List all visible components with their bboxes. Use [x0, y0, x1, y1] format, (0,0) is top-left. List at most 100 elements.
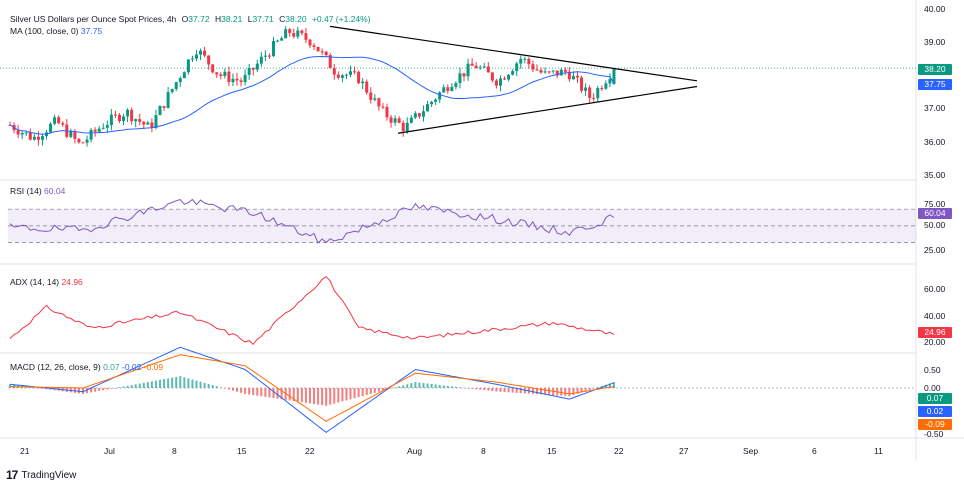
macd-histogram-bar	[118, 387, 121, 388]
candle-body	[28, 132, 32, 140]
candle-body	[117, 114, 121, 121]
candle-body	[304, 33, 308, 40]
macd-histogram-bar	[612, 382, 615, 388]
adx-tick-40: 40.00	[924, 311, 946, 321]
candle-body	[470, 63, 474, 66]
macd-histogram-bar	[199, 381, 202, 388]
candle-body	[276, 40, 280, 42]
pane-separators	[0, 0, 964, 460]
candle-body	[405, 122, 409, 132]
candle-body	[507, 74, 511, 80]
macd-histogram-bar	[175, 376, 178, 388]
candle-body	[308, 39, 312, 46]
candle-body	[592, 97, 596, 99]
candle-body	[211, 64, 215, 73]
candle-body	[519, 58, 523, 64]
x-tick-aug22: 22	[614, 446, 624, 456]
candle-body	[503, 78, 507, 80]
macd-histogram-bar	[29, 387, 32, 388]
macd-histogram-bar	[442, 385, 445, 388]
macd-histogram-bar	[94, 388, 97, 392]
macd-histogram-bar	[588, 388, 591, 390]
price-pane	[0, 25, 916, 147]
candle-body	[130, 109, 134, 122]
candle-body	[49, 123, 53, 133]
rsi-label: RSI (14)	[10, 186, 42, 196]
candle-body	[466, 63, 470, 77]
candle-body	[24, 132, 28, 134]
macd-value-2: -0.02	[122, 362, 142, 372]
macd-histogram-bar	[349, 388, 352, 400]
candle-body	[580, 77, 584, 91]
candle-body	[417, 113, 421, 117]
candle-body	[543, 71, 547, 73]
macd-histogram-bar	[98, 388, 101, 391]
macd-histogram-bar	[434, 384, 437, 388]
macd-histogram-bar	[463, 387, 465, 389]
candle-body	[146, 122, 150, 125]
macd-value-1: 0.07	[103, 362, 120, 372]
candle-body	[482, 66, 486, 68]
rsi-line	[9, 198, 615, 244]
candle-body	[235, 78, 239, 81]
macd-histogram-bar	[515, 388, 518, 393]
l-label: L	[247, 14, 253, 24]
macd-histogram-bar	[304, 388, 307, 403]
candle-body	[126, 109, 130, 117]
candle-body	[174, 82, 178, 90]
macd-histogram-bar	[418, 382, 421, 388]
candle-body	[434, 99, 438, 102]
candle-body	[280, 38, 284, 41]
candle-body	[535, 69, 539, 71]
candle-body	[53, 117, 57, 124]
tradingview-brand[interactable]: 17 TradingView	[6, 468, 76, 482]
macd-histogram-bar	[475, 388, 478, 390]
rsi-value: 60.04	[44, 186, 66, 196]
macd-histogram-bar	[499, 388, 502, 392]
macd-histogram-bar	[272, 388, 275, 399]
candle-body	[186, 59, 190, 73]
candle-body	[393, 118, 397, 123]
candle-body	[551, 70, 555, 72]
macd-histogram-bar	[414, 382, 417, 388]
price-tick-40: 40.00	[924, 4, 946, 14]
macd-histogram-bar	[126, 385, 129, 388]
candle-body	[97, 128, 101, 132]
macd-histogram-bar	[313, 388, 316, 404]
candle-body	[239, 80, 243, 83]
macd-histogram-bar	[252, 388, 255, 396]
x-tick-8: 8	[172, 446, 177, 456]
macd-histogram-bar	[191, 379, 194, 388]
macd-histogram-bar	[519, 388, 522, 394]
price-tick-36: 36.00	[924, 137, 946, 147]
candle-body	[223, 71, 227, 76]
candle-body	[527, 58, 531, 65]
candle-body	[409, 117, 413, 123]
l-value: 37.71	[252, 14, 274, 24]
macd-histogram-bar	[458, 387, 461, 388]
macd-histogram-bar	[580, 388, 583, 393]
candle-body	[486, 66, 490, 73]
candle-body	[490, 72, 494, 81]
candle-body	[190, 58, 194, 60]
candle-body	[588, 87, 592, 98]
candle-body	[105, 125, 109, 128]
candle-body	[61, 123, 65, 125]
x-tick-jul: Jul	[104, 446, 115, 456]
candle-body	[600, 88, 604, 90]
macd-histogram-bar	[430, 383, 433, 388]
candle-body	[450, 86, 454, 91]
macd-histogram-bar	[183, 377, 186, 388]
rsi-badge: 60.04	[918, 208, 952, 219]
candle-body	[523, 58, 527, 60]
macd-histogram-bar	[353, 388, 356, 399]
rsi-tick-25: 25.00	[924, 245, 946, 255]
candle-body	[575, 75, 579, 78]
macd-label: MACD (12, 26, close, 9)	[10, 362, 101, 372]
macd-histogram-bar	[503, 388, 506, 393]
macd-histogram-bar	[211, 385, 214, 388]
macd-histogram-bar	[45, 388, 48, 390]
macd-histogram-bar	[507, 388, 510, 393]
macd-histogram-bar	[296, 388, 299, 402]
